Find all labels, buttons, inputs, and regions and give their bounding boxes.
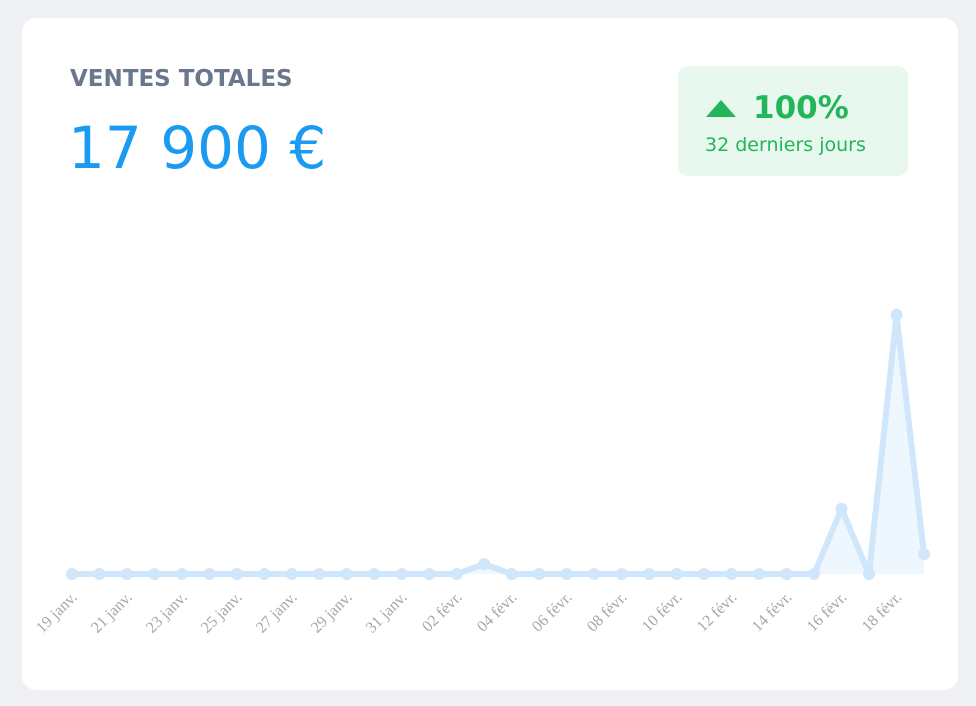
point [835, 502, 848, 515]
point [423, 568, 436, 580]
point [780, 568, 793, 580]
point [395, 568, 408, 580]
area [72, 314, 924, 574]
change-value: 100% [753, 90, 849, 126]
total-value: 17 900 € [68, 114, 326, 182]
point [478, 558, 491, 571]
point [120, 568, 133, 580]
point [230, 568, 243, 580]
point [725, 568, 738, 580]
change-badge [678, 66, 908, 176]
point [285, 568, 298, 580]
up-arrow [706, 100, 736, 117]
point [203, 568, 216, 580]
point [533, 568, 546, 580]
point [505, 568, 518, 580]
point [258, 568, 271, 580]
point [368, 568, 381, 580]
point [340, 568, 353, 580]
point [918, 548, 930, 561]
point [93, 568, 106, 580]
point [863, 568, 876, 580]
period-label: 32 derniers jours [705, 134, 866, 156]
point [148, 568, 161, 580]
card [22, 18, 958, 690]
point [313, 568, 326, 580]
point [670, 568, 683, 580]
point [890, 308, 903, 321]
point [615, 568, 628, 580]
point [808, 568, 821, 580]
point [450, 568, 463, 580]
point [175, 568, 188, 580]
point [643, 568, 656, 580]
point [560, 568, 573, 580]
point [66, 568, 78, 580]
point [588, 568, 601, 580]
point [753, 568, 766, 580]
card-title: VENTES TOTALES [70, 66, 293, 92]
point [698, 568, 711, 580]
